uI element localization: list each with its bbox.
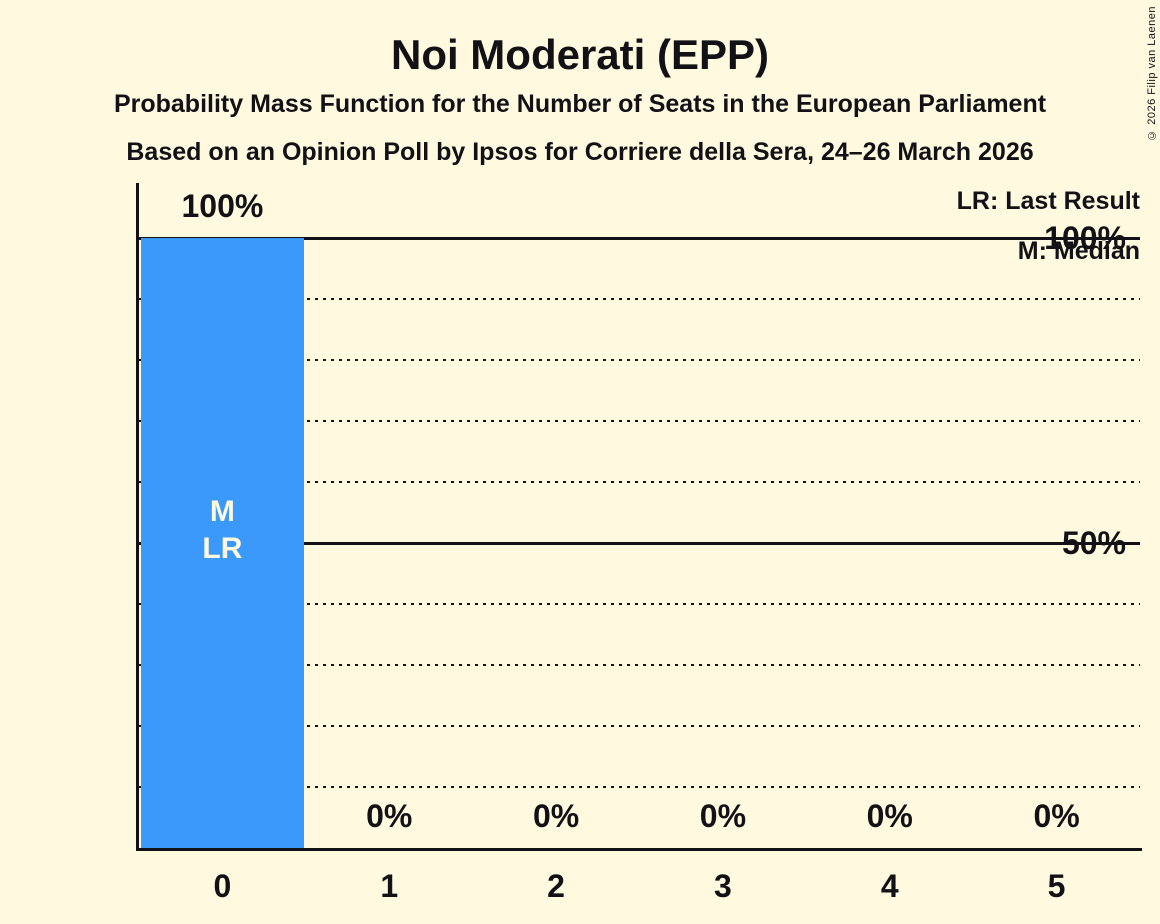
gridline-dotted-90: [139, 298, 1140, 300]
x-tick-label-0: 0: [213, 868, 232, 904]
probability-label-3: 0%: [699, 798, 747, 834]
y-tick-label-100: 100%: [1044, 220, 1126, 256]
x-tick-label-4: 4: [880, 868, 899, 904]
chart-title: Noi Moderati (EPP): [390, 31, 770, 78]
gridline-dotted-60: [139, 481, 1140, 483]
chart-subtitle-poll: Based on an Opinion Poll by Ipsos for Co…: [126, 138, 1034, 166]
probability-label-5: 0%: [1033, 798, 1080, 834]
y-tick-label-50: 50%: [1061, 525, 1126, 561]
bar-seats-0: [141, 238, 304, 848]
gridline-dotted-30: [139, 664, 1140, 666]
plot-area: M LR 100% 0% 0% 0% 0% 0%: [139, 188, 1140, 848]
bar-annotation-median-lastresult: M LR: [139, 493, 306, 567]
probability-label-4: 0%: [866, 798, 913, 834]
gridline-dotted-20: [139, 725, 1140, 727]
probability-label-1: 0%: [366, 798, 413, 834]
gridline-dotted-80: [139, 359, 1140, 361]
chart-subtitle-function: Probability Mass Function for the Number…: [113, 90, 1047, 118]
legend-last-result: LR: Last Result: [956, 187, 1140, 215]
x-tick-label-3: 3: [714, 868, 732, 904]
legend-median: M: Median: [1017, 237, 1140, 265]
x-tick-label-5: 5: [1047, 868, 1066, 904]
x-axis-tick-labels: 0 1 2 3 4 5: [139, 865, 1140, 907]
x-tick-label-1: 1: [380, 868, 399, 904]
probability-label-2: 0%: [532, 798, 580, 834]
gridline-dotted-70: [139, 420, 1140, 422]
x-axis-line: [136, 848, 1142, 851]
bar-annotation-line: LR: [202, 532, 243, 565]
x-tick-label-2: 2: [547, 868, 565, 904]
gridline-dotted-40: [139, 603, 1140, 605]
gridline-dotted-10: [139, 786, 1140, 788]
gridline-solid-50: [139, 541, 1140, 545]
gridline-solid-100: [139, 236, 1140, 240]
bar-annotation-line: M: [209, 495, 235, 528]
y-axis-line: [136, 183, 139, 851]
probability-label-0: 100%: [181, 188, 264, 224]
